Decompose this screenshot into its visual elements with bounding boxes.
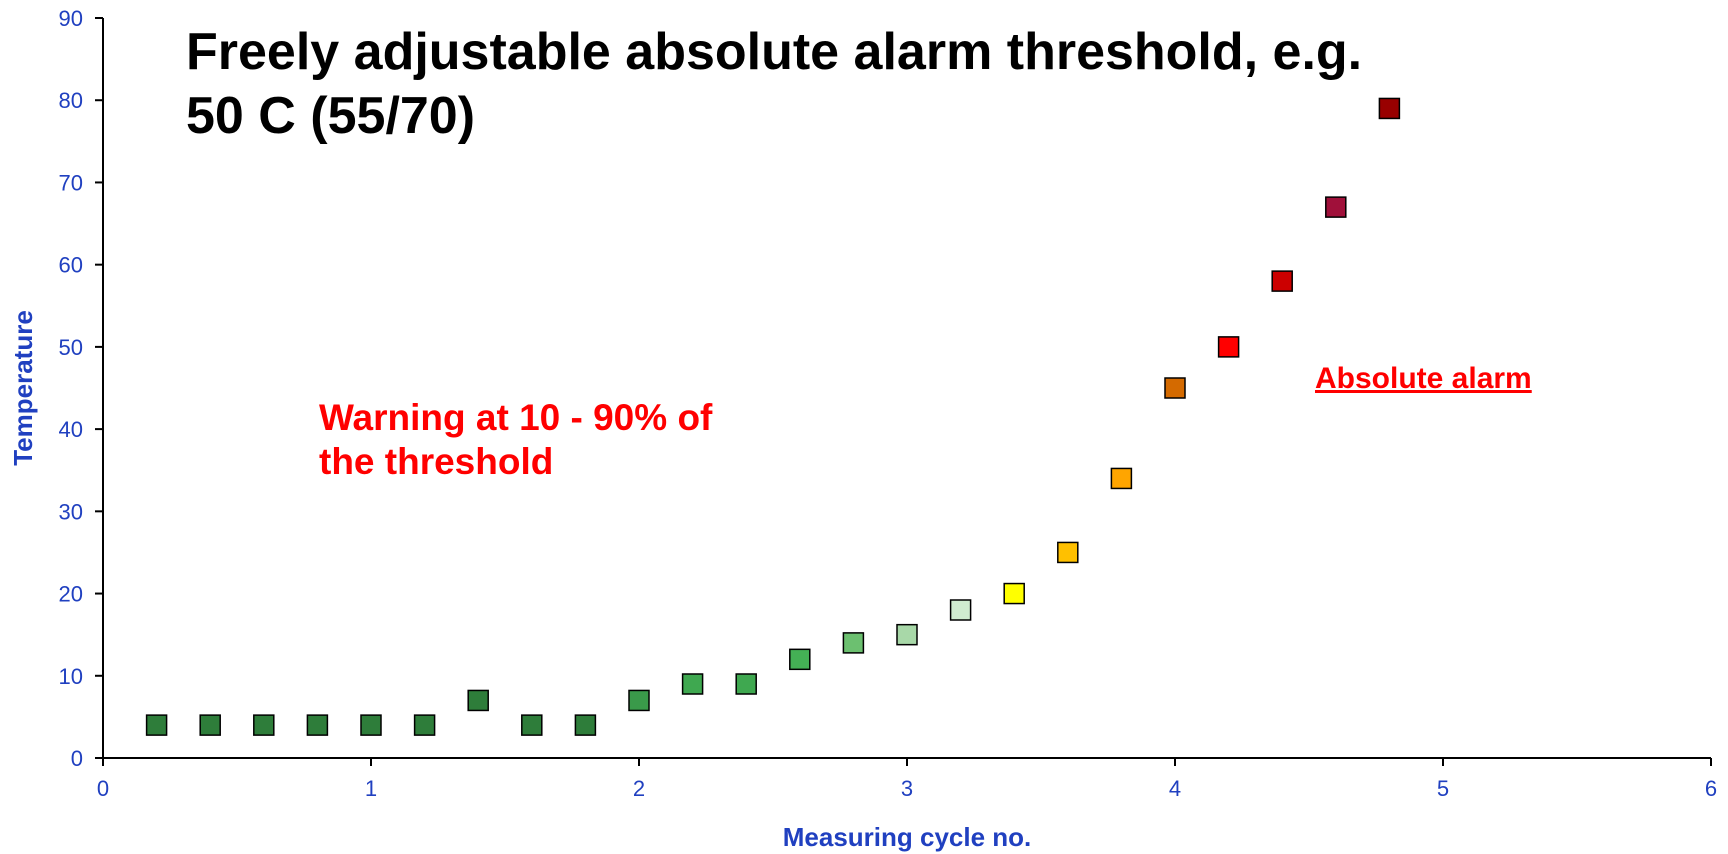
marker bbox=[1378, 97, 1401, 120]
marker bbox=[628, 689, 650, 712]
y-tick-label: 50 bbox=[59, 335, 83, 360]
x-tick-label: 0 bbox=[97, 776, 109, 801]
y-axis-label: Temperature bbox=[8, 310, 38, 466]
marker bbox=[145, 714, 168, 736]
x-tick-label: 1 bbox=[365, 776, 377, 801]
x-tick-label: 5 bbox=[1437, 776, 1449, 801]
marker bbox=[1057, 541, 1079, 564]
marker bbox=[789, 648, 811, 671]
chart-title: Freely adjustable absolute alarm thresho… bbox=[186, 23, 1362, 81]
marker bbox=[1003, 582, 1025, 605]
x-tick-label: 6 bbox=[1705, 776, 1717, 801]
annotation: the threshold bbox=[319, 441, 553, 482]
marker bbox=[735, 673, 757, 695]
y-tick-label: 30 bbox=[59, 499, 83, 524]
y-tick-label: 60 bbox=[59, 253, 83, 278]
y-tick-label: 10 bbox=[59, 664, 83, 689]
marker bbox=[681, 673, 704, 695]
marker bbox=[1217, 336, 1240, 358]
marker bbox=[574, 714, 597, 736]
marker bbox=[1271, 270, 1293, 292]
marker bbox=[253, 714, 275, 736]
marker bbox=[842, 632, 865, 654]
marker bbox=[1325, 196, 1347, 218]
marker bbox=[1110, 467, 1133, 490]
marker bbox=[306, 714, 329, 736]
annotation: Absolute alarm bbox=[1315, 362, 1532, 395]
marker bbox=[413, 714, 436, 736]
x-axis-label: Measuring cycle no. bbox=[783, 822, 1032, 852]
y-tick-label: 0 bbox=[71, 746, 83, 771]
marker bbox=[467, 689, 489, 712]
marker bbox=[1164, 377, 1186, 399]
y-tick-label: 70 bbox=[59, 170, 83, 195]
y-tick-label: 20 bbox=[59, 582, 83, 607]
annotation: Warning at 10 - 90% of bbox=[319, 397, 713, 438]
marker bbox=[360, 714, 382, 736]
marker bbox=[896, 623, 918, 646]
y-tick-label: 40 bbox=[59, 417, 83, 442]
chart-title: 50 C (55/70) bbox=[186, 87, 475, 145]
y-tick-label: 80 bbox=[59, 88, 83, 113]
marker bbox=[949, 599, 972, 621]
marker bbox=[199, 714, 221, 736]
marker bbox=[521, 714, 543, 736]
x-tick-label: 4 bbox=[1169, 776, 1181, 801]
x-tick-label: 2 bbox=[633, 776, 645, 801]
x-tick-label: 3 bbox=[901, 776, 913, 801]
y-tick-label: 90 bbox=[59, 6, 83, 31]
